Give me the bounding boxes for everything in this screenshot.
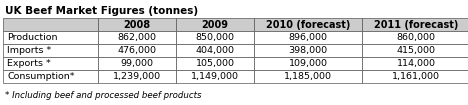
Bar [98,18,176,31]
Bar [362,18,468,31]
Bar [176,18,254,31]
Text: 850,000: 850,000 [196,33,234,42]
Text: 415,000: 415,000 [396,46,436,55]
Text: 398,000: 398,000 [288,46,328,55]
Text: 1,149,000: 1,149,000 [191,72,239,81]
Bar [98,31,176,44]
Text: 2011 (forecast): 2011 (forecast) [374,20,458,30]
Text: 862,000: 862,000 [117,33,156,42]
Text: 896,000: 896,000 [288,33,328,42]
Text: Exports *: Exports * [7,59,51,68]
Bar [3,70,98,83]
Bar [254,70,362,83]
Bar [3,31,98,44]
Bar [176,70,254,83]
Text: UK Beef Market Figures (tonnes): UK Beef Market Figures (tonnes) [5,6,198,16]
Bar [98,70,176,83]
Bar [362,44,468,57]
Text: 404,000: 404,000 [196,46,234,55]
Text: 2010 (forecast): 2010 (forecast) [266,20,350,30]
Bar [254,18,362,31]
Bar [362,57,468,70]
Bar [176,44,254,57]
Text: Consumption*: Consumption* [7,72,74,81]
Bar [3,44,98,57]
Text: 1,161,000: 1,161,000 [392,72,440,81]
Text: 114,000: 114,000 [396,59,436,68]
Bar [98,44,176,57]
Bar [176,57,254,70]
Text: Production: Production [7,33,58,42]
Text: Imports *: Imports * [7,46,51,55]
Bar [362,31,468,44]
Text: 2008: 2008 [124,20,151,30]
Text: 476,000: 476,000 [117,46,156,55]
Bar [254,44,362,57]
Text: 105,000: 105,000 [196,59,234,68]
Bar [3,57,98,70]
Text: 99,000: 99,000 [120,59,154,68]
Bar [362,70,468,83]
Bar [254,31,362,44]
Text: 1,239,000: 1,239,000 [113,72,161,81]
Text: 2009: 2009 [202,20,228,30]
Bar [3,18,98,31]
Bar [176,31,254,44]
Text: 860,000: 860,000 [396,33,436,42]
Bar [254,57,362,70]
Bar [98,57,176,70]
Text: 1,185,000: 1,185,000 [284,72,332,81]
Text: 109,000: 109,000 [288,59,328,68]
Text: * Including beef and processed beef products: * Including beef and processed beef prod… [5,91,202,100]
